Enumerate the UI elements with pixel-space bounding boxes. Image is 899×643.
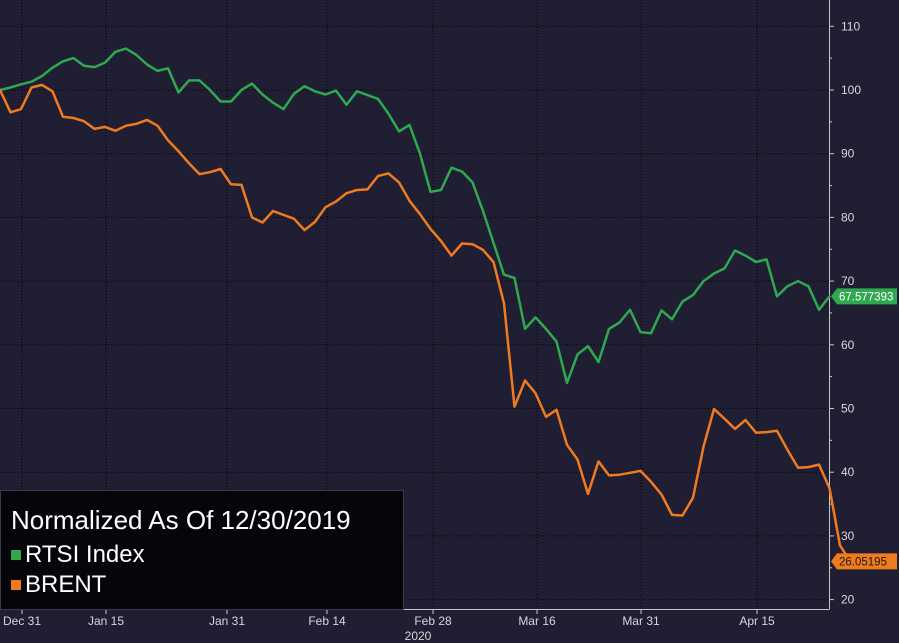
x-tick-label: Feb 14 (308, 614, 346, 628)
legend-item-rtsi: RTSI Index (11, 541, 145, 569)
legend-swatch-rtsi (11, 550, 21, 560)
y-tick-label: 40 (841, 465, 855, 479)
series-line-rtsi (0, 47, 831, 385)
y-tick-label: 20 (841, 593, 855, 607)
last-value-tag-rtsi (831, 288, 897, 305)
x-tick-label: Feb 28 (414, 614, 452, 628)
y-tick-label: 90 (841, 147, 855, 161)
x-year-label: 2020 (405, 629, 432, 643)
series-line-brent (0, 83, 852, 563)
last-value-label-brent: 26.05195 (839, 556, 887, 568)
last-value-label-rtsi: 67.577393 (839, 291, 893, 303)
y-tick-label: 50 (841, 402, 855, 416)
y-tick-label: 60 (841, 338, 855, 352)
y-tick-label: 110 (841, 19, 860, 33)
chart-title: Normalized As Of 12/30/2019 (11, 505, 351, 535)
series-lines (0, 47, 852, 563)
y-tick-label: 30 (841, 529, 855, 543)
legend-label-rtsi: RTSI Index (25, 541, 145, 568)
x-tick-label: Jan 31 (209, 614, 245, 628)
legend-label-brent: BRENT (25, 571, 107, 598)
legend-item-brent: BRENT (11, 571, 106, 599)
x-tick-label: Mar 16 (518, 614, 556, 628)
x-tick-label: Mar 31 (622, 614, 660, 628)
last-value-tag-brent (831, 553, 897, 570)
legend-swatch-brent (11, 580, 21, 590)
y-tick-label: 70 (841, 274, 855, 288)
y-tick-label: 100 (841, 83, 861, 97)
x-tick-label: Dec 31 (3, 614, 41, 628)
y-tick-label: 80 (841, 210, 855, 224)
x-tick-label: Jan 15 (88, 614, 124, 628)
x-tick-label: Apr 15 (739, 614, 775, 628)
last-value-tags: 67.577393 26.05195 (831, 288, 897, 570)
legend: Normalized As Of 12/30/2019 RTSI Index B… (0, 490, 404, 610)
